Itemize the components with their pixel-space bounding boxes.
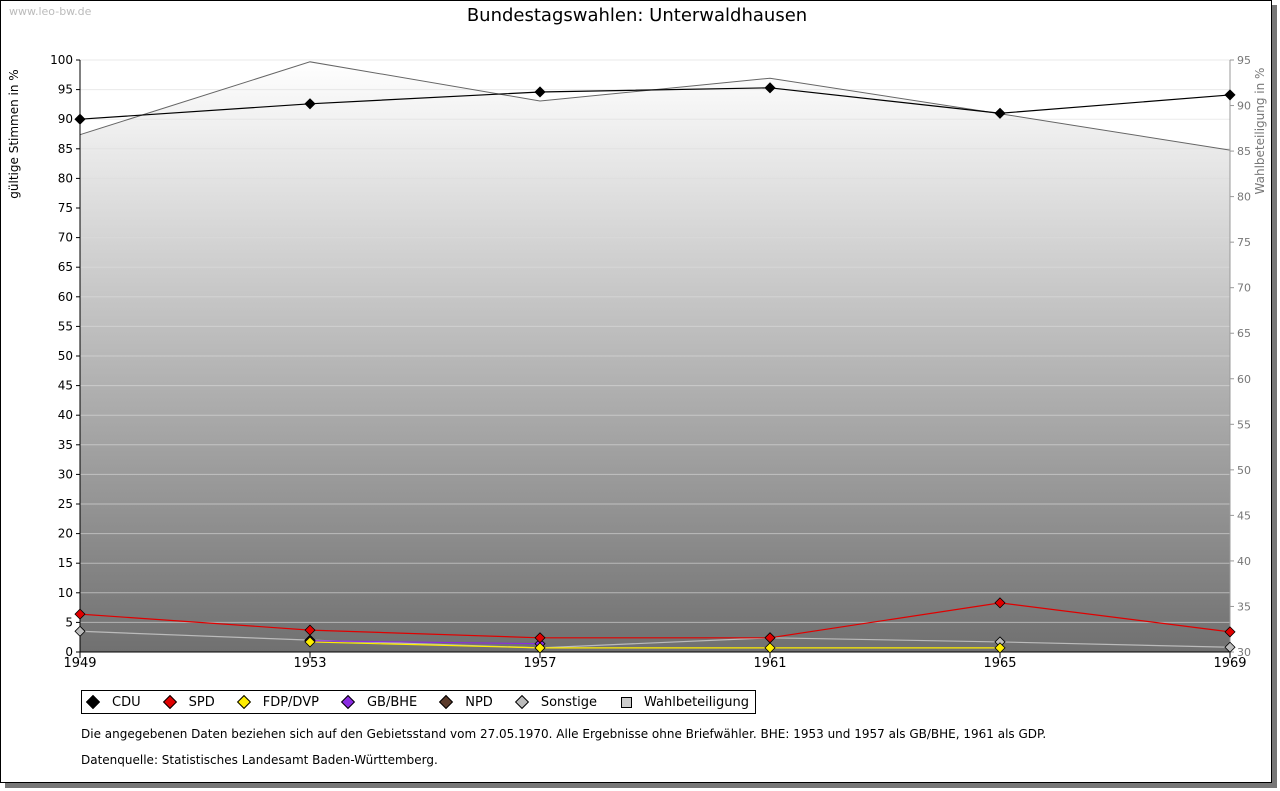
y2-tick-label: 80 (1237, 191, 1251, 204)
legend-marker-icon (162, 694, 177, 710)
legend-marker-icon (340, 694, 356, 710)
y2-tick-label: 50 (1237, 464, 1251, 477)
y2-tick-label: 45 (1237, 509, 1251, 522)
point-cdu (304, 98, 316, 110)
legend-marker-icon (236, 694, 251, 710)
y-tick-label: 85 (58, 142, 73, 156)
point-fdp-dvp (304, 636, 316, 648)
y-tick-label: 25 (58, 497, 73, 511)
x-tick-label: 1965 (983, 656, 1016, 671)
x-tick-label: 1957 (523, 656, 556, 671)
y2-tick-label: 85 (1237, 145, 1251, 158)
point-spd (304, 624, 316, 636)
point-fdp-dvp (764, 642, 776, 654)
y-tick-label: 100 (50, 53, 73, 67)
legend-label: NPD (465, 694, 493, 710)
legend-item-npd: NPD (439, 694, 493, 710)
legend-label: Sonstige (540, 694, 597, 710)
watermark: www.leo-bw.de (9, 5, 92, 18)
point-spd (1224, 626, 1236, 638)
y2-tick-label: 40 (1237, 555, 1251, 568)
y-tick-label: 95 (58, 83, 73, 97)
point-sonstige (74, 625, 86, 637)
series-line-fdp-dvp (309, 641, 1000, 649)
point-cdu (994, 107, 1006, 119)
legend-label: GB/BHE (366, 694, 418, 710)
x-tick-label: 1961 (753, 656, 786, 671)
series-line-sonstige (79, 630, 1231, 649)
y-tick-label: 20 (58, 527, 73, 541)
point-cdu (74, 113, 86, 125)
legend-item-fdp-dvp: FDP/DVP (236, 694, 319, 710)
legend-item-cdu: CDU (85, 694, 141, 710)
y-tick-label: 50 (58, 349, 73, 363)
legend-marker-icon (439, 694, 454, 710)
legend: CDU SPD FDP/DVP GB/BHE NPD Sonstige Wahlbeteil… (81, 690, 757, 714)
y2-tick-label: 90 (1237, 100, 1251, 113)
y2-tick-label: 60 (1237, 373, 1251, 386)
legend-label: FDP/DVP (262, 694, 319, 710)
y2-tick-label: 30 (1237, 646, 1251, 659)
y2-tick-label: 75 (1237, 236, 1251, 249)
y2-tick-label: 55 (1237, 418, 1251, 431)
x-tick-label: 1949 (63, 656, 96, 671)
point-fdp-dvp (994, 642, 1006, 654)
y-tick-label: 55 (58, 319, 73, 333)
y2-axis-label: Wahlbeteiligung in % (1253, 68, 1267, 195)
series-line-spd (79, 602, 1231, 639)
y-tick-label: 10 (58, 586, 73, 600)
legend-square-icon (621, 696, 632, 708)
legend-item-wahlbeteiligung: Wahlbeteiligung (621, 695, 749, 710)
legend-label: CDU (112, 694, 141, 710)
y-tick-label: 30 (58, 467, 73, 481)
legend-item-spd: SPD (162, 694, 215, 710)
y2-tick-label: 65 (1237, 327, 1251, 340)
legend-marker-icon (514, 694, 529, 710)
y2-tick-label: 95 (1237, 54, 1251, 67)
point-cdu (534, 86, 546, 98)
point-cdu (764, 82, 776, 94)
point-spd (764, 632, 776, 644)
y-tick-label: 5 (65, 615, 73, 629)
y2-tick-label: 70 (1237, 282, 1251, 295)
y-tick-label: 80 (58, 171, 73, 185)
legend-label: SPD (188, 694, 215, 710)
chart-svg: 0 5 10 15 20 25 30 35 40 45 50 55 60 65 70 75 80 85 90 95 10… (7, 53, 1267, 671)
point-spd (74, 608, 86, 620)
note-gebietsstand: Die angegebenen Daten beziehen sich auf … (81, 727, 1047, 741)
y-tick-label: 15 (58, 556, 73, 570)
point-sonstige (1224, 641, 1236, 653)
legend-marker-icon (85, 694, 101, 710)
y-tick-label: 35 (58, 438, 73, 452)
y-tick-label: 90 (58, 112, 73, 126)
y-tick-label: 60 (58, 290, 73, 304)
y-axis-label: gültige Stimmen in % (7, 69, 21, 198)
point-fdp-dvp (534, 642, 546, 654)
series-line-gb-bhe (309, 640, 541, 645)
legend-item-gb-bhe: GB/BHE (340, 694, 418, 710)
point-spd (534, 632, 546, 644)
legend-label: Wahlbeteiligung (644, 694, 750, 710)
x-tick-label: 1953 (293, 656, 326, 671)
x-tick-label: 1969 (1213, 656, 1246, 671)
y-tick-label: 70 (58, 231, 73, 245)
y-tick-label: 0 (65, 645, 73, 659)
legend-item-sonstige: Sonstige (514, 694, 597, 710)
point-cdu (1224, 89, 1236, 101)
point-spd (994, 597, 1006, 609)
y-tick-label: 40 (58, 408, 73, 422)
y-tick-label: 65 (58, 260, 73, 274)
y2-tick-label: 35 (1237, 600, 1251, 613)
y-tick-label: 45 (58, 379, 73, 393)
y-tick-label: 75 (58, 201, 73, 215)
chart-title: Bundestagswahlen: Unterwaldhausen (466, 5, 808, 26)
note-datenquelle: Datenquelle: Statistisches Landesamt Bad… (81, 753, 438, 767)
series-line-cdu (79, 87, 1231, 120)
